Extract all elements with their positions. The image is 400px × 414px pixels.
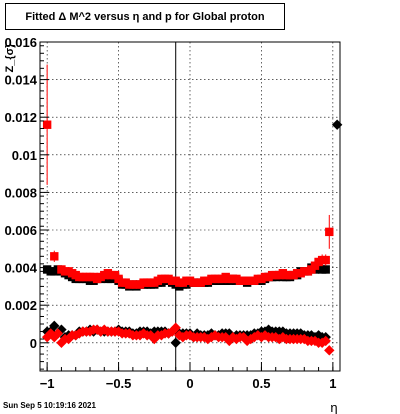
data-point-square [50,252,59,261]
y-tick-label: 0.002 [4,298,37,313]
data-point-diamond [63,333,74,345]
data-point-diamond [41,331,53,343]
data-point-diamond [170,322,181,333]
data-point-diamond [324,345,335,356]
data-point-diamond [331,119,343,130]
data-point-diamond [184,330,196,341]
y-tick-label: 0 [30,336,37,351]
data-point-diamond [241,335,253,347]
data-point-diamond [134,330,146,341]
data-point-diamond [177,331,189,343]
y-tick-label: 0.01 [12,148,37,163]
data-markers [41,64,343,356]
data-point-square [42,120,52,129]
y-axis: 0 0.002 0.004 0.006 0.008 0.01 0.012 0.014 0.016 [4,35,49,370]
x-axis: −1 −0.5 0 0.5 1 [40,362,336,391]
x-tick-label: 0 [186,376,193,391]
x-tick-label: 1 [329,376,336,391]
y-tick-label: 0.014 [4,73,37,88]
y-tick-label: 0.006 [4,223,37,238]
data-point-square [321,265,330,274]
y-tick-label: 0.012 [4,110,37,125]
x-tick-label: −0.5 [106,376,132,391]
date-stamp: Sun Sep 5 10:19:16 2021 [3,401,96,410]
chart-title: Fitted Δ M^2 versus η and p for Global p… [5,3,285,30]
data-point-diamond [113,326,124,337]
y-tick-label: 0.016 [4,35,37,50]
y-tick-label: 0.004 [4,261,37,276]
data-point-diamond [52,328,64,339]
y-tick-label: 0.008 [4,185,37,200]
data-point-diamond [209,330,221,341]
data-point-diamond [170,337,181,348]
data-point-diamond [320,335,331,347]
data-point-diamond [49,320,60,332]
data-point-square [325,227,334,237]
x-tick-label: −1 [40,376,55,391]
data-point-diamond [202,333,214,345]
x-tick-label: 0.5 [252,376,270,391]
x-axis-label: η [330,400,337,414]
grid-lines [40,41,340,371]
data-point-square [321,255,330,265]
y-axis-label: Z_{σ} [4,43,16,73]
